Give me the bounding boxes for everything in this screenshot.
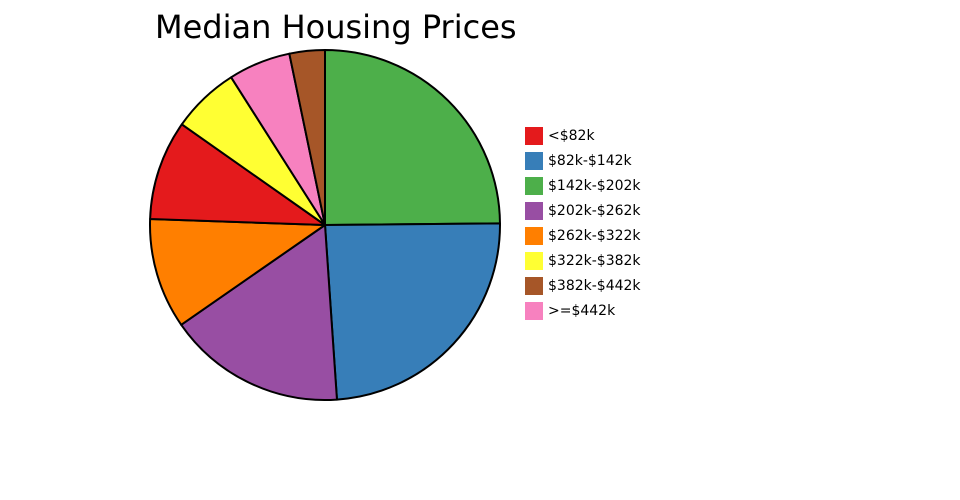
legend-label: <$82k	[548, 127, 595, 144]
legend-swatch	[525, 151, 543, 170]
legend-label: $82k-$142k	[548, 152, 632, 169]
pie-slice-2[interactable]	[324, 222, 501, 401]
pie-slice-8[interactable]	[288, 48, 326, 226]
legend-item[interactable]: $82k-$142k	[525, 148, 641, 173]
legend-swatch	[525, 176, 543, 195]
pie-slice-1[interactable]	[324, 49, 501, 226]
legend-label: $262k-$322k	[548, 227, 641, 244]
legend-swatch	[525, 226, 543, 245]
pie-slice-4[interactable]	[149, 218, 326, 326]
legend-item[interactable]: >=$442k	[525, 298, 641, 323]
legend-label: $142k-$202k	[548, 177, 641, 194]
pie-slice-3[interactable]	[180, 224, 338, 401]
legend-label: $202k-$262k	[548, 202, 641, 219]
pie-slice-5[interactable]	[149, 123, 326, 226]
legend-item[interactable]: $262k-$322k	[525, 223, 641, 248]
legend: <$82k $82k-$142k $142k-$202k $202k-$262k $26…	[525, 123, 641, 323]
legend-swatch	[525, 126, 543, 145]
legend-item[interactable]: $142k-$202k	[525, 173, 641, 198]
legend-item[interactable]: $202k-$262k	[525, 198, 641, 223]
legend-label: $382k-$442k	[548, 277, 641, 294]
legend-label: >=$442k	[548, 302, 616, 319]
legend-item[interactable]: $322k-$382k	[525, 248, 641, 273]
legend-item[interactable]: $382k-$442k	[525, 273, 641, 298]
legend-swatch	[525, 276, 543, 295]
legend-swatch	[525, 251, 543, 270]
legend-swatch	[525, 301, 543, 320]
chart-title: Median Housing Prices	[155, 8, 517, 46]
legend-item[interactable]: <$82k	[525, 123, 641, 148]
legend-swatch	[525, 201, 543, 220]
legend-label: $322k-$382k	[548, 252, 641, 269]
